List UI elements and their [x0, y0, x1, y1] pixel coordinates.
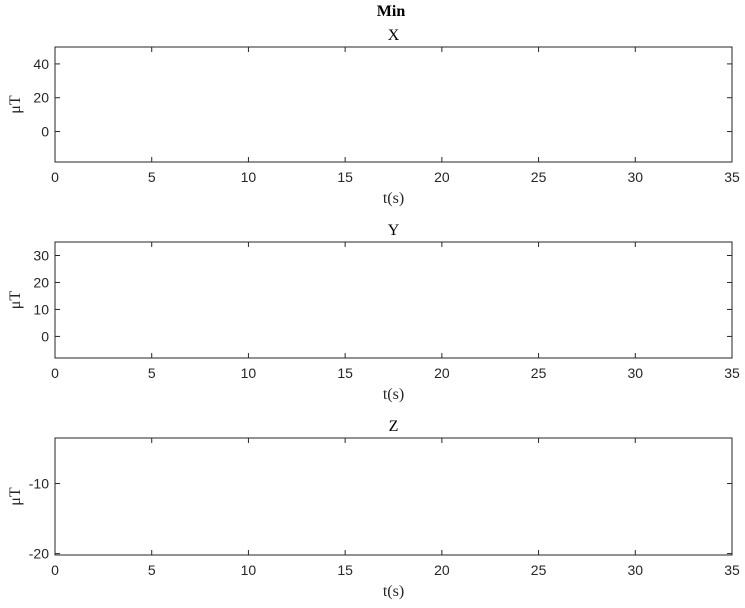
x-tick-label: 20	[434, 562, 450, 578]
x-tick-label: 30	[627, 169, 643, 185]
x-tick-label: 0	[51, 169, 59, 185]
subplot-title: Y	[388, 222, 400, 239]
x-tick-label: 0	[51, 562, 59, 578]
x-axis-label: t(s)	[383, 190, 404, 207]
chart-panels: Accelerate 1TourningAccelerate 2Brake051…	[7, 27, 740, 600]
x-tick-label: 10	[241, 562, 257, 578]
x-tick-label: 35	[724, 169, 740, 185]
subplot-title: Z	[389, 418, 399, 435]
x-tick-label: 30	[627, 562, 643, 578]
subplot-x: Accelerate 1TourningAccelerate 2Brake051…	[7, 27, 740, 207]
y-tick-label: 30	[33, 247, 49, 263]
axes-frame	[55, 438, 732, 555]
x-tick-label: 20	[434, 365, 450, 381]
y-tick-label: 0	[41, 328, 49, 344]
x-axis-label: t(s)	[383, 583, 404, 600]
axes-frame	[55, 47, 732, 162]
subplot-y: Accelerate 1TourningAccelerate 2Brake051…	[7, 222, 740, 403]
x-tick-label: 35	[724, 365, 740, 381]
x-tick-label: 15	[337, 169, 353, 185]
x-tick-label: 25	[531, 365, 547, 381]
x-tick-label: 5	[148, 365, 156, 381]
figure-title: Min	[377, 3, 406, 20]
x-tick-label: 20	[434, 169, 450, 185]
y-axis-label: μT	[7, 95, 24, 114]
y-tick-label: 20	[33, 274, 49, 290]
y-tick-label: 10	[33, 301, 49, 317]
x-axis-label: t(s)	[383, 386, 404, 403]
y-tick-label: 40	[33, 56, 49, 72]
x-tick-label: 5	[148, 562, 156, 578]
axes-frame	[55, 242, 732, 358]
x-tick-label: 30	[627, 365, 643, 381]
x-tick-label: 10	[241, 169, 257, 185]
y-tick-label: 20	[33, 90, 49, 106]
x-tick-label: 5	[148, 169, 156, 185]
x-tick-label: 35	[724, 562, 740, 578]
x-tick-label: 15	[337, 562, 353, 578]
x-tick-label: 15	[337, 365, 353, 381]
x-tick-label: 25	[531, 562, 547, 578]
y-tick-label: 0	[41, 124, 49, 140]
x-tick-label: 25	[531, 169, 547, 185]
y-axis-label: μT	[7, 291, 24, 310]
y-axis-label: μT	[7, 487, 24, 506]
subplot-title: X	[388, 27, 400, 44]
x-tick-label: 0	[51, 365, 59, 381]
subplot-z: Accelerate 1TourningAccelerate 2Brake051…	[7, 418, 740, 600]
y-tick-label: -10	[29, 476, 49, 492]
x-tick-label: 10	[241, 365, 257, 381]
y-tick-label: -20	[29, 546, 49, 562]
